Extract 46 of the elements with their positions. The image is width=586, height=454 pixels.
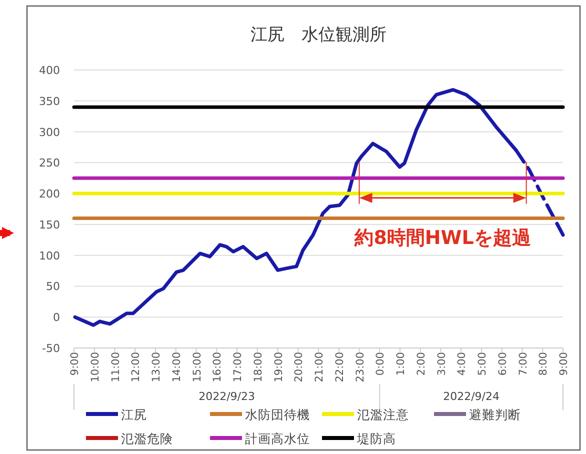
text: 2022/9/24 (443, 390, 500, 403)
annotation: 約8時間HWLを超過 (354, 226, 532, 249)
y-tick-label: -50 (42, 342, 60, 355)
y-tick-label: 250 (39, 156, 60, 170)
y-tick-label: 200 (39, 188, 60, 201)
y-tick-label: 300 (39, 126, 60, 139)
x-tick-label: 22:00 (334, 352, 346, 382)
x-tick-label: 5:00 (476, 352, 488, 376)
x-tick-label: 15:00 (191, 352, 204, 382)
y-tick-label: 50 (46, 280, 60, 294)
x-tick-label: 3:00 (436, 352, 448, 376)
legend-label: 避難判断 (469, 407, 521, 422)
legend-label: 水防団待機 (245, 407, 310, 422)
x-tick-label: 20:00 (293, 352, 306, 382)
x-tick-label: 14:00 (170, 352, 183, 382)
x-tick-label: 10:00 (89, 352, 102, 382)
y-tick-label: 400 (39, 64, 60, 77)
text: 2022/9/23 (198, 390, 256, 403)
legend-label: 堤防高 (356, 431, 396, 446)
legend-label: 氾濫危険 (121, 431, 173, 446)
x-tick-label: 18:00 (252, 352, 264, 382)
x-tick-label: 12:00 (130, 352, 142, 382)
x-tick-label: 17:00 (232, 352, 244, 382)
y-tick-label: 0 (53, 311, 60, 324)
y-tick-label: 350 (39, 94, 60, 108)
x-tick-label: 16:00 (212, 352, 224, 382)
x-tick-label: 19:00 (272, 352, 285, 382)
x-tick-label: 23:00 (354, 352, 366, 382)
y-tick-label: 100 (39, 249, 60, 262)
x-tick-label: 6:00 (496, 352, 509, 376)
legend-label: 氾濫注意 (357, 407, 409, 422)
legend-label: 江尻 (121, 407, 147, 422)
y-tick-label: 150 (39, 218, 60, 232)
x-tick-label: 8:00 (538, 352, 550, 376)
x-tick-label: 2:00 (415, 352, 428, 376)
x-tick-label: 0:00 (374, 352, 387, 376)
x-tick-label: 21:00 (314, 352, 326, 382)
x-tick-label: 9:00 (69, 352, 81, 376)
x-tick-label: 13:00 (150, 352, 162, 382)
x-tick-label: 9:00 (558, 352, 570, 376)
x-tick-label: 1:00 (395, 352, 407, 376)
x-tick-label: 11:00 (110, 352, 122, 382)
chart-title: 江尻 水位観測所 (250, 25, 386, 45)
legend-label: 計画高水位 (245, 431, 310, 446)
x-tick-label: 7:00 (517, 352, 530, 376)
x-tick-label: 4:00 (456, 352, 468, 376)
